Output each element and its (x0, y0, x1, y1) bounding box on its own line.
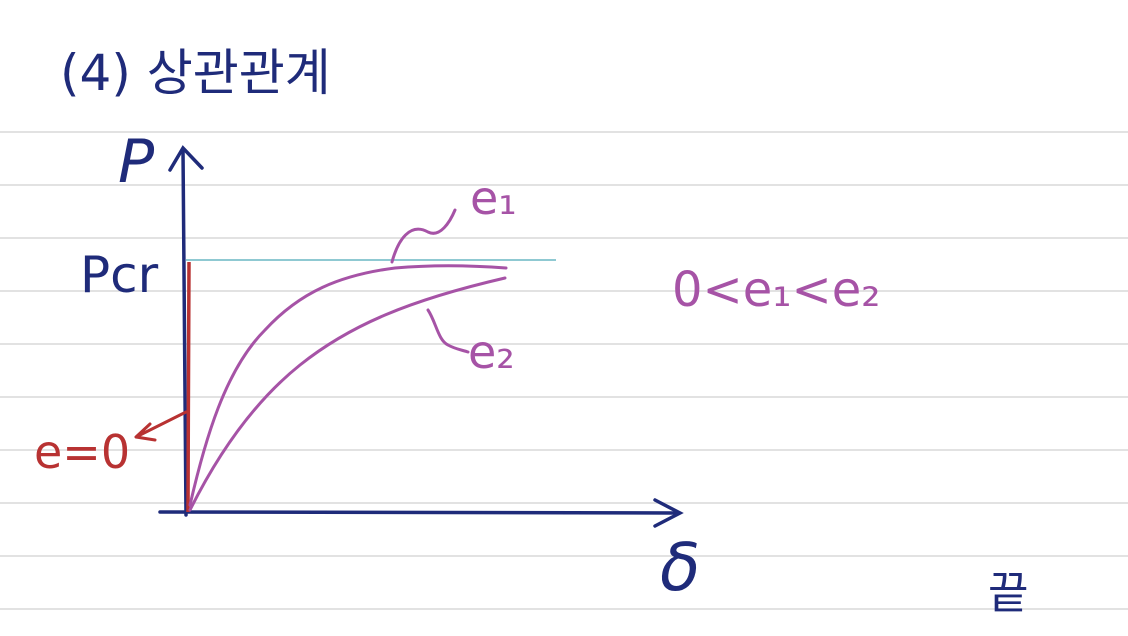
e1-label: e₁ (470, 171, 517, 225)
x-axis (158, 498, 684, 528)
end-mark: 끝 (988, 568, 1028, 619)
e-zero-label: e=0 (34, 425, 130, 479)
ruled-lines (0, 131, 1128, 610)
e2-label: e₂ (468, 325, 515, 379)
y-axis-line (181, 148, 188, 517)
page-heading: (4) 상관관계 (60, 44, 331, 102)
e-zero-arrow-icon (134, 410, 188, 442)
y-axis (168, 145, 204, 517)
x-axis-line (158, 510, 680, 515)
eccentricity-condition: 0<e₁<e₂ (672, 262, 881, 318)
critical-load-label: Pcr (80, 246, 159, 304)
e2-leader-line (426, 308, 470, 354)
x-axis-label: δ (660, 529, 700, 606)
y-axis-label: P (118, 127, 155, 197)
curve-e2 (188, 276, 507, 512)
y-axis-arrow-icon (168, 145, 204, 172)
curve-e-zero (186, 261, 191, 513)
curve-e1 (188, 264, 508, 507)
e1-leader-line (390, 208, 457, 264)
x-axis-arrow-icon (653, 498, 684, 528)
